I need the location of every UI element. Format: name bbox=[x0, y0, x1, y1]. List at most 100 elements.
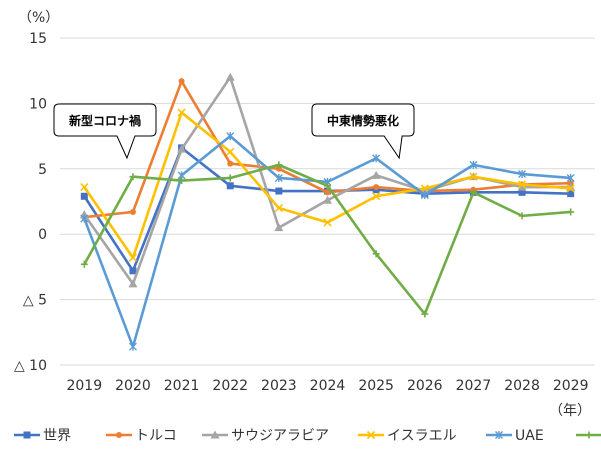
annotations: 新型コロナ禍 中東情勢悪化 bbox=[53, 103, 415, 160]
legend-item: トルコ bbox=[106, 428, 177, 444]
data-point bbox=[371, 170, 381, 179]
series-3 bbox=[80, 108, 575, 262]
legend-marker bbox=[366, 430, 376, 440]
series-5 bbox=[80, 161, 575, 318]
x-tick-label: 2022 bbox=[212, 378, 248, 394]
data-point bbox=[566, 184, 575, 193]
callout-label: 新型コロナ禍 bbox=[69, 113, 141, 128]
data-point bbox=[128, 253, 138, 262]
legend-marker bbox=[585, 431, 593, 439]
legend: 世界 トルコ サウジアラビア イスラエル UAE イラン bbox=[14, 428, 601, 444]
series-line bbox=[83, 134, 571, 348]
y-tick-label: △ 10 bbox=[14, 358, 47, 374]
series-line bbox=[83, 146, 571, 273]
data-point bbox=[128, 279, 138, 288]
y-axis-ticks: 15 10 5 0 △ 5 △ 10 bbox=[14, 31, 47, 374]
data-point bbox=[80, 214, 89, 223]
legend-label: トルコ bbox=[135, 428, 177, 444]
data-point bbox=[226, 182, 234, 190]
data-point bbox=[227, 160, 234, 167]
data-point bbox=[469, 172, 478, 181]
series bbox=[79, 72, 576, 351]
legend-marker bbox=[210, 430, 220, 439]
callout-box bbox=[53, 103, 157, 160]
legend-marker bbox=[23, 431, 31, 439]
y-tick-label: 10 bbox=[29, 96, 47, 112]
data-point bbox=[80, 260, 88, 268]
data-point bbox=[567, 208, 575, 216]
data-point bbox=[469, 160, 478, 169]
data-point bbox=[275, 187, 283, 195]
data-point bbox=[373, 184, 380, 191]
legend-label: 世界 bbox=[43, 428, 71, 444]
y-tick-label: 5 bbox=[38, 162, 47, 178]
data-point bbox=[178, 177, 186, 185]
callout-box bbox=[311, 103, 415, 160]
data-point bbox=[469, 188, 477, 196]
data-point bbox=[129, 173, 137, 181]
data-point bbox=[275, 165, 282, 172]
callout: 中東情勢悪化 bbox=[311, 103, 415, 160]
x-tick-label: 2028 bbox=[504, 378, 540, 394]
legend-marker bbox=[116, 432, 122, 438]
y-tick-label: △ 5 bbox=[23, 293, 47, 309]
legend-item: イラン bbox=[576, 431, 601, 439]
data-point bbox=[323, 195, 332, 204]
x-tick-label: 2020 bbox=[115, 378, 151, 394]
legend-label: UAE bbox=[515, 428, 544, 444]
data-point bbox=[517, 182, 527, 191]
legend-item: 世界 bbox=[14, 428, 71, 444]
x-tick-label: 2029 bbox=[553, 378, 589, 394]
y-axis-unit-label: （%） bbox=[18, 10, 59, 26]
callout: 新型コロナ禍 bbox=[53, 103, 157, 160]
data-point bbox=[129, 267, 137, 275]
y-tick-label: 15 bbox=[29, 31, 47, 47]
data-point bbox=[225, 72, 235, 81]
data-point bbox=[275, 161, 283, 169]
data-point bbox=[178, 78, 185, 85]
callout-label: 中東情勢悪化 bbox=[327, 113, 399, 128]
data-point bbox=[518, 212, 526, 220]
data-point bbox=[80, 183, 89, 192]
data-point bbox=[372, 250, 380, 258]
legend-item: UAE bbox=[486, 428, 544, 444]
data-point bbox=[324, 189, 331, 196]
data-point bbox=[128, 342, 137, 351]
data-point bbox=[80, 192, 88, 200]
data-point bbox=[274, 173, 283, 182]
data-point bbox=[372, 154, 381, 163]
x-tick-label: 2025 bbox=[358, 378, 394, 394]
data-point bbox=[177, 108, 186, 117]
data-point bbox=[323, 218, 332, 227]
data-point bbox=[226, 132, 235, 141]
data-point bbox=[372, 192, 381, 201]
data-point bbox=[177, 144, 187, 153]
x-tick-label: 2021 bbox=[164, 378, 200, 394]
x-axis-ticks: 2019 2020 2021 2022 2023 2024 2025 2026 2027 2028… bbox=[66, 378, 588, 394]
x-tick-label: 2023 bbox=[261, 378, 297, 394]
data-point bbox=[420, 184, 429, 193]
series-0 bbox=[80, 144, 575, 275]
data-point bbox=[274, 223, 284, 232]
x-axis-unit-label: （年） bbox=[549, 403, 591, 419]
data-point bbox=[517, 180, 527, 189]
x-tick-label: 2026 bbox=[407, 378, 443, 394]
data-point bbox=[566, 173, 575, 182]
data-point bbox=[421, 310, 429, 318]
legend-item: イスラエル bbox=[358, 428, 457, 444]
data-point bbox=[518, 170, 527, 179]
data-point bbox=[567, 190, 575, 198]
data-point bbox=[226, 147, 235, 156]
x-tick-label: 2024 bbox=[310, 378, 346, 394]
x-tick-label: 2019 bbox=[66, 378, 102, 394]
legend-label: イスラエル bbox=[387, 428, 457, 444]
legend-marker bbox=[495, 431, 503, 439]
x-tick-label: 2027 bbox=[456, 378, 492, 394]
data-point bbox=[274, 203, 283, 213]
legend-item: サウジアラビア bbox=[202, 428, 329, 444]
data-point bbox=[518, 188, 526, 196]
legend-label: サウジアラビア bbox=[231, 428, 329, 444]
y-tick-label: 0 bbox=[38, 227, 47, 243]
data-point bbox=[324, 182, 331, 190]
